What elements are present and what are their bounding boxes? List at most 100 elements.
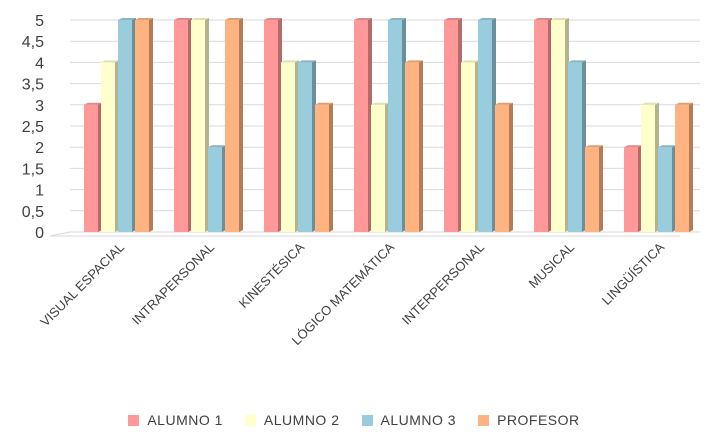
y-tick-label: 1	[35, 183, 44, 200]
bar	[101, 60, 119, 233]
bar-top	[118, 18, 136, 20]
bar-front	[388, 20, 402, 232]
bar-chart: 00,511,522,533,544,55 VISUAL ESPACIAL INT…	[22, 13, 700, 348]
y-tick-label: 0,5	[22, 204, 44, 221]
bar	[191, 18, 209, 232]
bar-side	[329, 102, 333, 232]
x-tick-label: VISUAL ESPACIAL	[37, 240, 127, 330]
legend-item: ALUMNO 2	[244, 412, 340, 428]
bar-front	[568, 62, 582, 233]
legend-label: ALUMNO 2	[263, 412, 340, 428]
bar-top	[658, 145, 676, 148]
y-tick-label: 5	[35, 13, 44, 30]
bar-top	[461, 60, 479, 63]
bar-front	[478, 20, 492, 232]
legend-item: PROFESOR	[478, 412, 580, 428]
bar-front	[208, 147, 222, 232]
x-tick-label: LÓGICO MATEMÁTICA	[289, 239, 398, 348]
bar-front	[641, 104, 655, 232]
bar	[624, 145, 642, 232]
y-tick-label: 3,5	[22, 77, 44, 94]
y-tick-label: 0	[35, 225, 44, 242]
bar-front	[281, 62, 295, 233]
bar-top	[675, 102, 693, 105]
bar-front	[371, 104, 385, 232]
bar	[208, 145, 226, 232]
legend-label: ALUMNO 1	[147, 412, 223, 428]
bar	[354, 18, 372, 232]
x-tick-label: LINGÜÍSTICA	[599, 239, 668, 308]
bar-front	[191, 20, 205, 232]
bar	[495, 102, 513, 232]
bar	[264, 18, 282, 232]
bar	[298, 60, 316, 233]
bar-front	[461, 62, 475, 233]
bar-top	[191, 18, 209, 20]
bar-front	[315, 104, 329, 232]
bar	[388, 18, 406, 232]
bar	[118, 18, 136, 232]
y-tick-label: 1,5	[22, 161, 44, 178]
bar-top	[354, 18, 372, 20]
x-tick-label: INTERPERSONAL	[399, 240, 487, 328]
bar-front	[585, 147, 599, 232]
bar	[405, 60, 423, 233]
bar	[534, 18, 552, 232]
bar-top	[174, 18, 192, 20]
bar-top	[641, 102, 659, 105]
bar-top	[281, 60, 299, 63]
bar-side	[689, 102, 693, 232]
bar-top	[405, 60, 423, 63]
y-tick-label: 2,5	[22, 119, 44, 136]
bar-side	[239, 18, 243, 232]
y-axis-ticks: 0 0,5 1 1,5 2 2,5 3 3,5 4 4,5 5	[22, 13, 44, 242]
bar-top	[298, 60, 316, 63]
bar-top	[624, 145, 642, 148]
bar-top	[135, 18, 153, 20]
legend-label: PROFESOR	[497, 412, 580, 428]
bar	[658, 145, 676, 232]
y-tick-label: 3	[35, 98, 44, 115]
bar-top	[101, 60, 119, 63]
bar	[641, 102, 659, 232]
bar-top	[585, 145, 603, 148]
bar-front	[225, 20, 239, 232]
bar-top	[84, 102, 102, 105]
bar-top	[568, 60, 586, 63]
legend-swatch	[361, 414, 373, 426]
bar-front	[405, 62, 419, 233]
bar-front	[495, 104, 509, 232]
bar	[568, 60, 586, 233]
legend-swatch	[478, 414, 490, 426]
bar-top	[315, 102, 333, 105]
bar	[371, 102, 389, 232]
bar-side	[419, 60, 423, 233]
bar-front	[135, 20, 149, 232]
bar-front	[624, 147, 638, 232]
bar-front	[675, 104, 689, 232]
bar	[675, 102, 693, 232]
legend-item: ALUMNO 1	[128, 412, 223, 428]
bar-side	[599, 145, 603, 232]
legend-swatch	[244, 414, 256, 426]
bar-front	[264, 20, 278, 232]
bar	[281, 60, 299, 233]
bar-front	[118, 20, 132, 232]
y-tick-label: 4	[35, 55, 44, 72]
bar	[174, 18, 192, 232]
bar	[225, 18, 243, 232]
bar-top	[371, 102, 389, 105]
bar-top	[208, 145, 226, 148]
bar-front	[354, 20, 368, 232]
bar-top	[495, 102, 513, 105]
y-tick-label: 4,5	[22, 34, 44, 51]
bar-side	[509, 102, 513, 232]
bar-front	[534, 20, 548, 232]
bar	[461, 60, 479, 233]
bar-front	[551, 20, 565, 232]
bar-front	[101, 62, 115, 233]
bar-front	[298, 62, 312, 233]
bar-top	[478, 18, 496, 20]
bar	[84, 102, 102, 232]
bar-front	[444, 20, 458, 232]
